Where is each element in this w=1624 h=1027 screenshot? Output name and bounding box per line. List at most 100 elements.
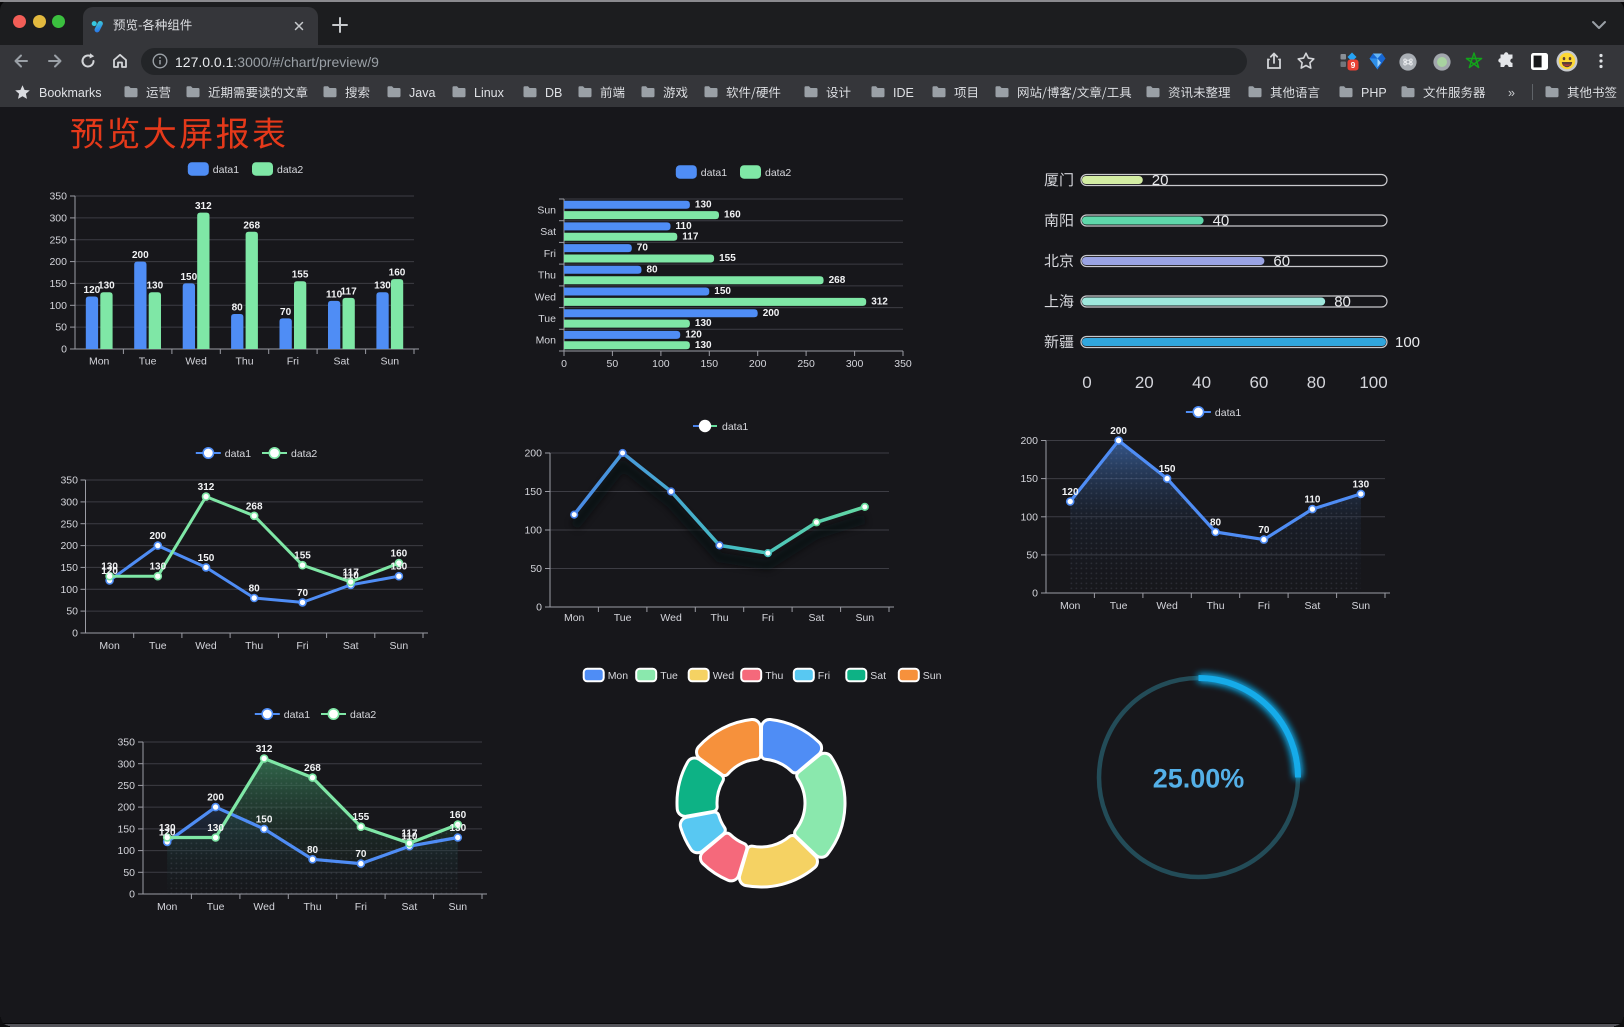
- svg-text:80: 80: [1307, 373, 1326, 392]
- svg-text:80: 80: [647, 264, 659, 275]
- svg-text:200: 200: [1020, 435, 1038, 447]
- svg-text:Mon: Mon: [1060, 600, 1081, 612]
- svg-text:0: 0: [61, 344, 67, 356]
- svg-text:130: 130: [1352, 479, 1369, 490]
- svg-text:Tue: Tue: [149, 640, 167, 652]
- svg-text:130: 130: [101, 562, 118, 573]
- svg-text:110: 110: [401, 832, 418, 843]
- svg-text:80: 80: [307, 845, 319, 856]
- svg-text:0: 0: [72, 628, 78, 640]
- svg-text:130: 130: [159, 823, 176, 834]
- svg-text:155: 155: [294, 551, 311, 562]
- svg-text:312: 312: [871, 297, 888, 308]
- svg-text:268: 268: [829, 275, 846, 286]
- svg-text:50: 50: [55, 322, 67, 334]
- svg-text:150: 150: [256, 814, 273, 825]
- svg-text:130: 130: [695, 318, 712, 329]
- svg-text:200: 200: [149, 531, 166, 542]
- svg-text:312: 312: [256, 744, 273, 755]
- svg-text:150: 150: [60, 562, 78, 574]
- svg-text:Sat: Sat: [540, 226, 556, 238]
- svg-text:Sun: Sun: [390, 640, 409, 652]
- svg-text:160: 160: [724, 210, 741, 221]
- svg-text:data1: data1: [722, 421, 748, 433]
- svg-text:0: 0: [129, 889, 135, 901]
- svg-text:120: 120: [84, 285, 101, 296]
- svg-text:300: 300: [117, 758, 135, 770]
- svg-text:9: 9: [1351, 60, 1356, 70]
- svg-text:Sun: Sun: [448, 901, 467, 913]
- svg-text:0: 0: [1082, 373, 1091, 392]
- svg-text:Tue: Tue: [139, 356, 157, 368]
- svg-text:Tue: Tue: [660, 670, 678, 682]
- svg-text:100: 100: [524, 525, 542, 537]
- svg-text:130: 130: [207, 823, 224, 834]
- svg-text:Fri: Fri: [762, 612, 774, 624]
- svg-text:Wed: Wed: [660, 612, 682, 624]
- svg-text:80: 80: [1334, 294, 1351, 311]
- svg-text:Fri: Fri: [544, 248, 556, 260]
- svg-text:Wed: Wed: [713, 670, 735, 682]
- svg-text:200: 200: [524, 448, 542, 460]
- svg-text:Sun: Sun: [1351, 600, 1370, 612]
- svg-text:350: 350: [117, 737, 135, 749]
- svg-text:130: 130: [391, 562, 408, 573]
- svg-text:155: 155: [353, 812, 370, 823]
- svg-text:Sat: Sat: [334, 356, 350, 368]
- svg-text:Sun: Sun: [537, 205, 556, 217]
- svg-text:130: 130: [374, 281, 391, 292]
- svg-text:Tue: Tue: [1110, 600, 1128, 612]
- svg-text:Tue: Tue: [207, 901, 225, 913]
- svg-text:200: 200: [49, 256, 67, 268]
- svg-text:Mon: Mon: [564, 612, 585, 624]
- svg-text:100: 100: [1020, 511, 1038, 523]
- svg-text:Mon: Mon: [157, 901, 178, 913]
- svg-text:70: 70: [637, 243, 649, 254]
- svg-text:Mon: Mon: [608, 670, 629, 682]
- svg-text:Wed: Wed: [195, 640, 217, 652]
- svg-text:Fri: Fri: [1258, 600, 1270, 612]
- svg-text:130: 130: [149, 562, 166, 573]
- svg-text:0: 0: [1032, 588, 1038, 600]
- svg-text:350: 350: [49, 191, 67, 203]
- svg-text:130: 130: [695, 199, 712, 210]
- svg-text:130: 130: [146, 281, 163, 292]
- svg-text:117: 117: [682, 231, 699, 242]
- svg-text:Thu: Thu: [303, 901, 321, 913]
- svg-text:110: 110: [343, 570, 360, 581]
- svg-text:Sun: Sun: [380, 356, 399, 368]
- svg-text:Wed: Wed: [535, 291, 557, 303]
- svg-text:350: 350: [894, 358, 912, 370]
- svg-text:120: 120: [101, 566, 118, 577]
- svg-text:312: 312: [195, 201, 212, 212]
- svg-text:80: 80: [249, 584, 261, 595]
- svg-text:150: 150: [714, 286, 731, 297]
- svg-text:data2: data2: [291, 448, 317, 460]
- svg-text:50: 50: [123, 867, 135, 879]
- svg-text:40: 40: [1213, 213, 1230, 230]
- svg-text:Mon: Mon: [99, 640, 120, 652]
- svg-text:20: 20: [1152, 172, 1169, 189]
- svg-text:0: 0: [561, 358, 567, 370]
- svg-text:Fri: Fri: [287, 356, 299, 368]
- svg-text:160: 160: [449, 810, 466, 821]
- svg-text:Sun: Sun: [855, 612, 874, 624]
- svg-text:70: 70: [355, 849, 367, 860]
- svg-text:200: 200: [749, 358, 767, 370]
- svg-text:150: 150: [1020, 473, 1038, 485]
- svg-text:80: 80: [232, 303, 244, 314]
- svg-text:150: 150: [49, 278, 67, 290]
- svg-text:40: 40: [1192, 373, 1211, 392]
- svg-text:Thu: Thu: [235, 356, 253, 368]
- svg-text:Wed: Wed: [185, 356, 207, 368]
- svg-text:110: 110: [326, 289, 343, 300]
- svg-text:150: 150: [1159, 464, 1176, 475]
- svg-text:110: 110: [676, 221, 693, 232]
- svg-text:160: 160: [391, 549, 408, 560]
- svg-text:Thu: Thu: [538, 270, 556, 282]
- svg-text:Wed: Wed: [1156, 600, 1178, 612]
- svg-text:data1: data1: [225, 448, 251, 460]
- svg-text:200: 200: [132, 250, 149, 261]
- svg-text:200: 200: [60, 540, 78, 552]
- svg-text:117: 117: [341, 286, 358, 297]
